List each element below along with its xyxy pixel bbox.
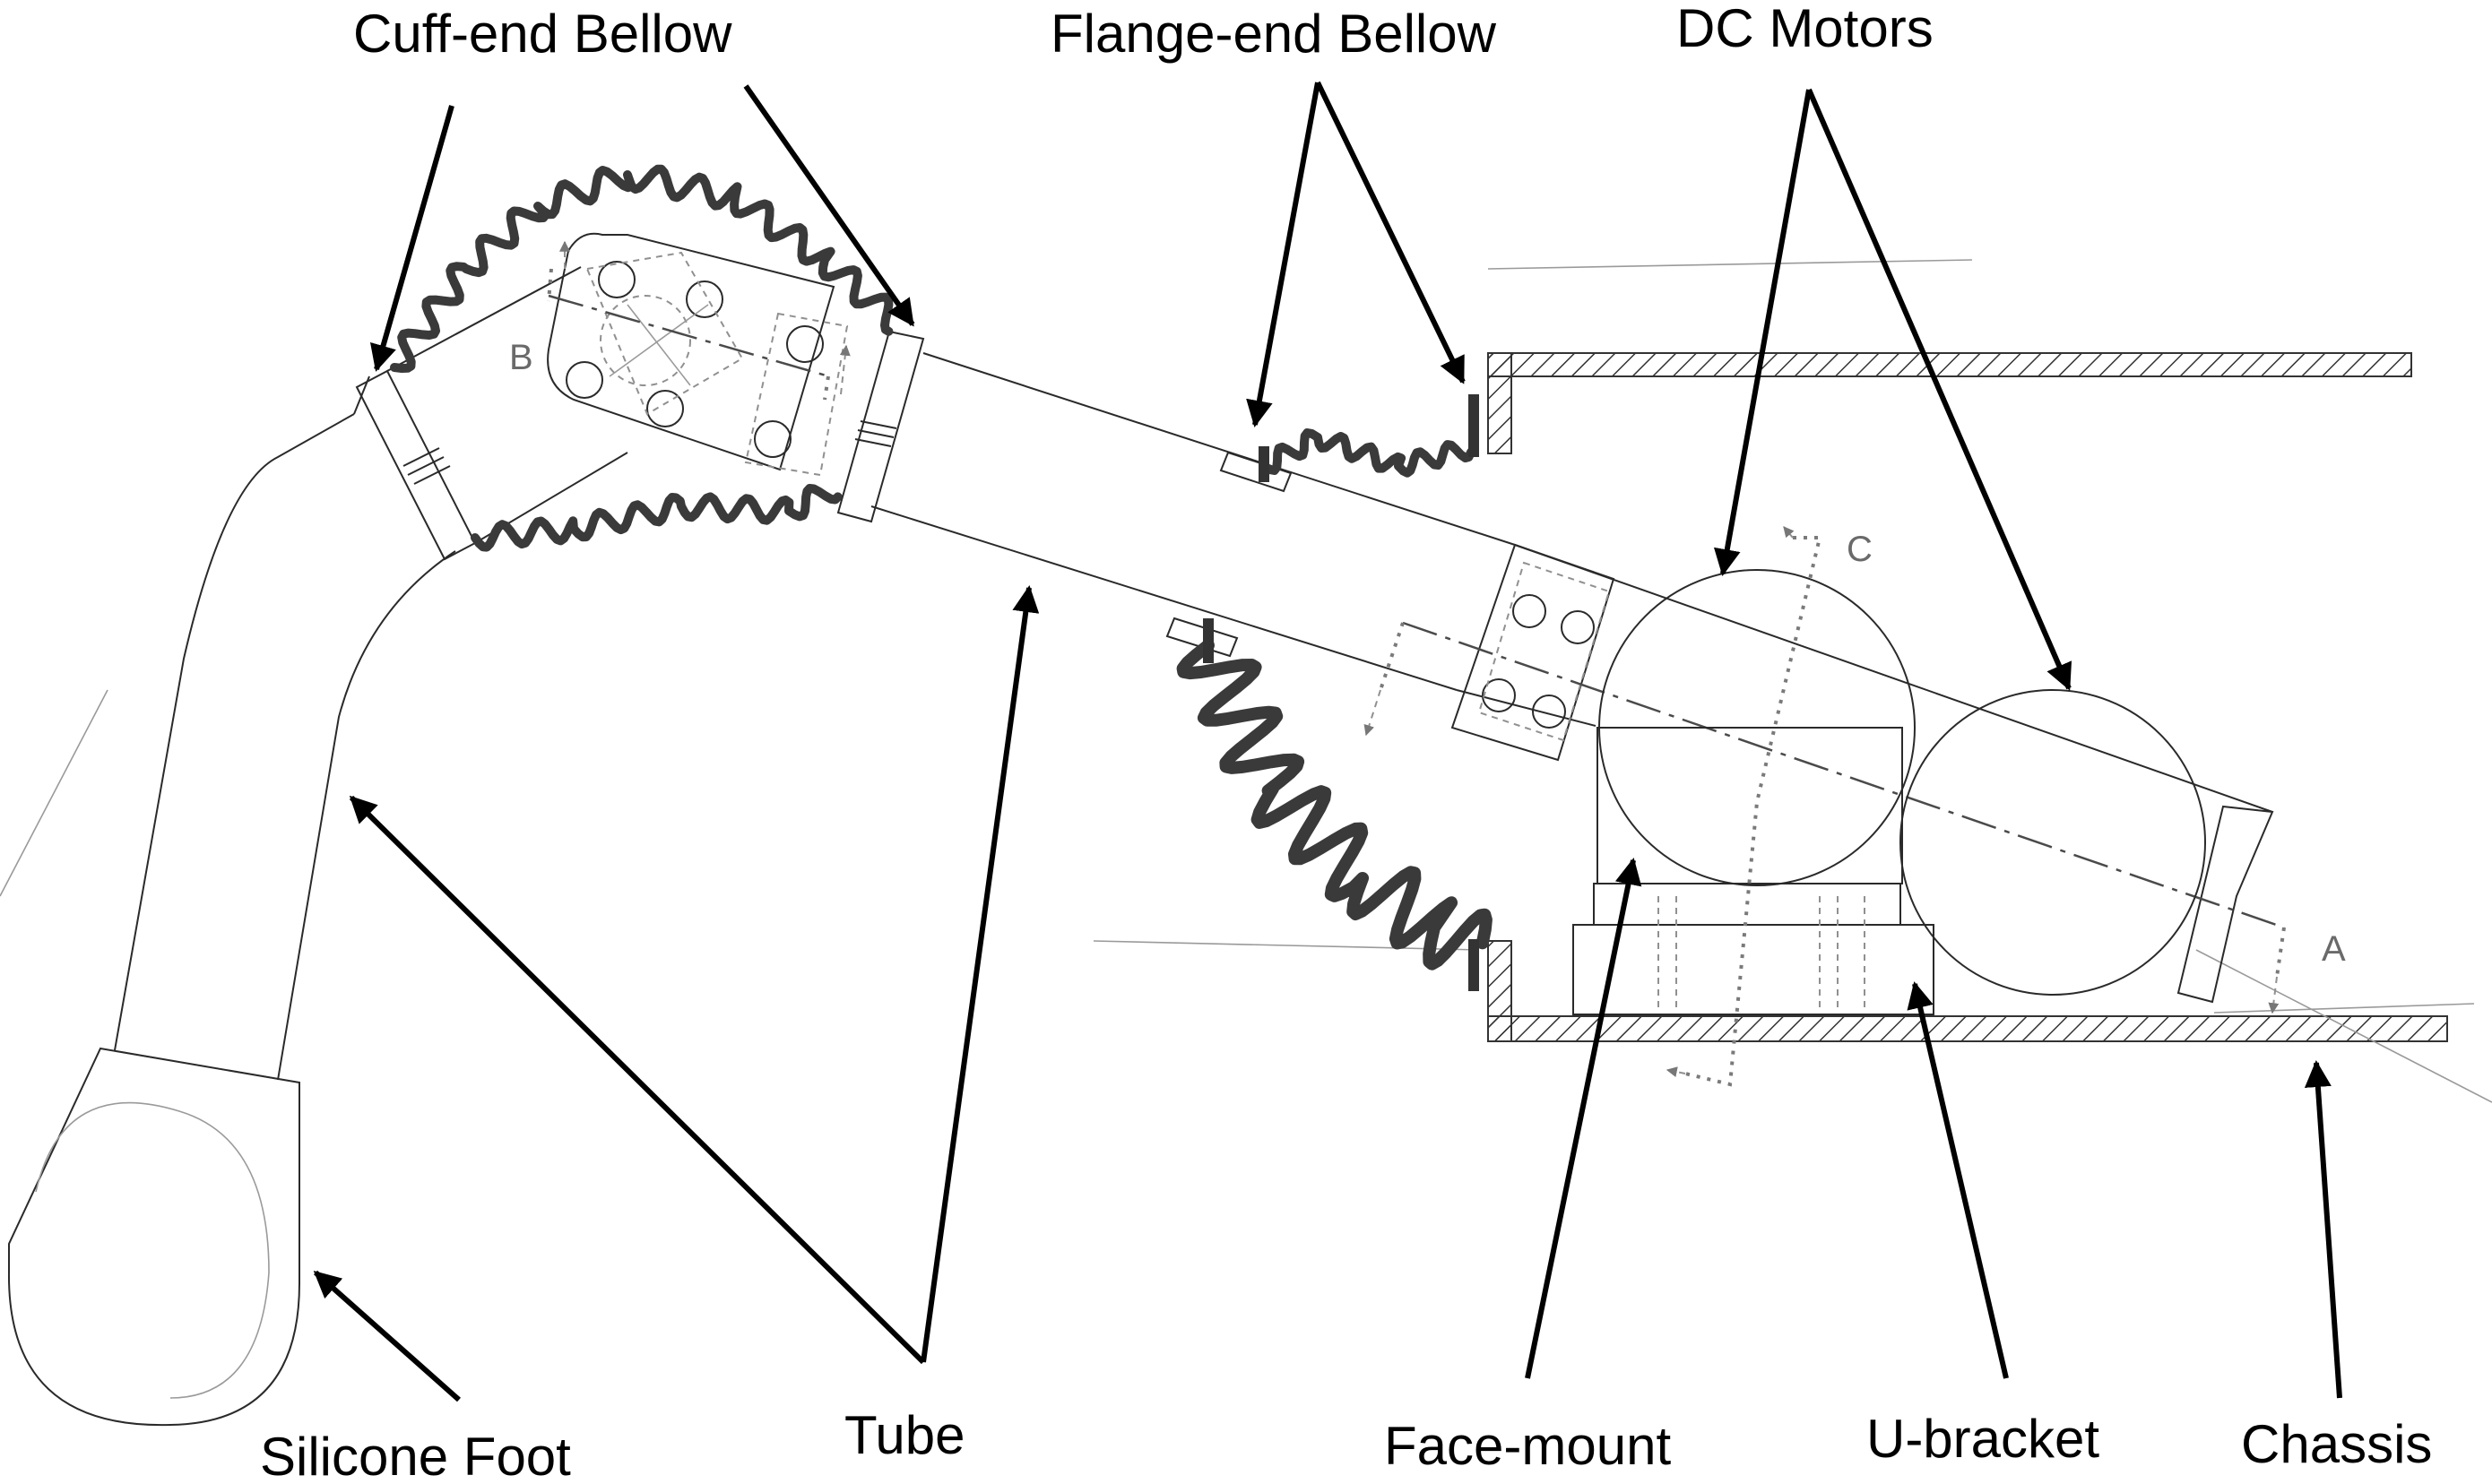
cuff-end-bellow-lower bbox=[471, 484, 843, 552]
section-line-a bbox=[1363, 621, 2286, 1014]
label-tube: Tube bbox=[844, 1405, 965, 1465]
bellow-end-caps bbox=[1203, 394, 1479, 991]
arrow-dc-motor-front bbox=[1713, 89, 1812, 576]
arrow-cuff-end-bellow-left bbox=[369, 105, 454, 372]
u-bracket bbox=[1572, 883, 1934, 1015]
cuff-end-bellow-upper bbox=[390, 164, 894, 373]
arrow-silicone-foot bbox=[313, 1270, 461, 1402]
label-cuff-end-bellow: Cuff-end Bellow bbox=[353, 4, 732, 64]
cuff-clamp bbox=[355, 369, 477, 561]
leader-arrows bbox=[313, 81, 2342, 1402]
arrow-flange-end-bellow-right bbox=[1315, 81, 1466, 384]
tube-clamp bbox=[836, 330, 925, 523]
section-line-b bbox=[547, 240, 851, 401]
arrow-tube-leg bbox=[349, 795, 926, 1365]
dc-motor-front bbox=[1596, 569, 1916, 886]
chassis bbox=[1487, 352, 2448, 1042]
section-marker-a: A bbox=[2322, 929, 2346, 969]
arrow-tube-upper bbox=[921, 585, 1040, 1363]
label-face-mount: Face-mount bbox=[1384, 1416, 1671, 1476]
dc-motor-rear bbox=[1899, 689, 2206, 996]
label-u-bracket: U-bracket bbox=[1866, 1409, 2099, 1469]
label-flange-end-bellow: Flange-end Bellow bbox=[1051, 4, 1497, 64]
tube bbox=[870, 352, 2274, 1004]
arrow-u-bracket bbox=[1907, 981, 2009, 1379]
arrow-dc-motor-rear bbox=[1806, 88, 2072, 691]
silicone-foot bbox=[7, 1047, 300, 1427]
label-dc-motors: DC Motors bbox=[1676, 0, 1934, 58]
label-chassis: Chassis bbox=[2241, 1414, 2432, 1474]
arrow-face-mount bbox=[1525, 858, 1642, 1379]
background-sketch bbox=[0, 259, 2492, 1103]
section-marker-c: C bbox=[1847, 530, 1873, 569]
face-mount-plate bbox=[1450, 543, 1615, 762]
section-line-c bbox=[1666, 526, 1822, 1087]
arrow-flange-end-bellow-left bbox=[1246, 82, 1320, 427]
flange-end-bellow-lower bbox=[1176, 639, 1493, 971]
label-silicone-foot: Silicone Foot bbox=[260, 1427, 571, 1484]
cuff-motor-housing bbox=[547, 232, 849, 477]
tube-flanges bbox=[1165, 451, 1293, 658]
flange-end-bellow-upper bbox=[1259, 428, 1476, 478]
arrow-cuff-end-bellow-right bbox=[743, 84, 915, 327]
arrow-chassis bbox=[2304, 1060, 2342, 1399]
section-marker-b: B bbox=[509, 338, 533, 377]
